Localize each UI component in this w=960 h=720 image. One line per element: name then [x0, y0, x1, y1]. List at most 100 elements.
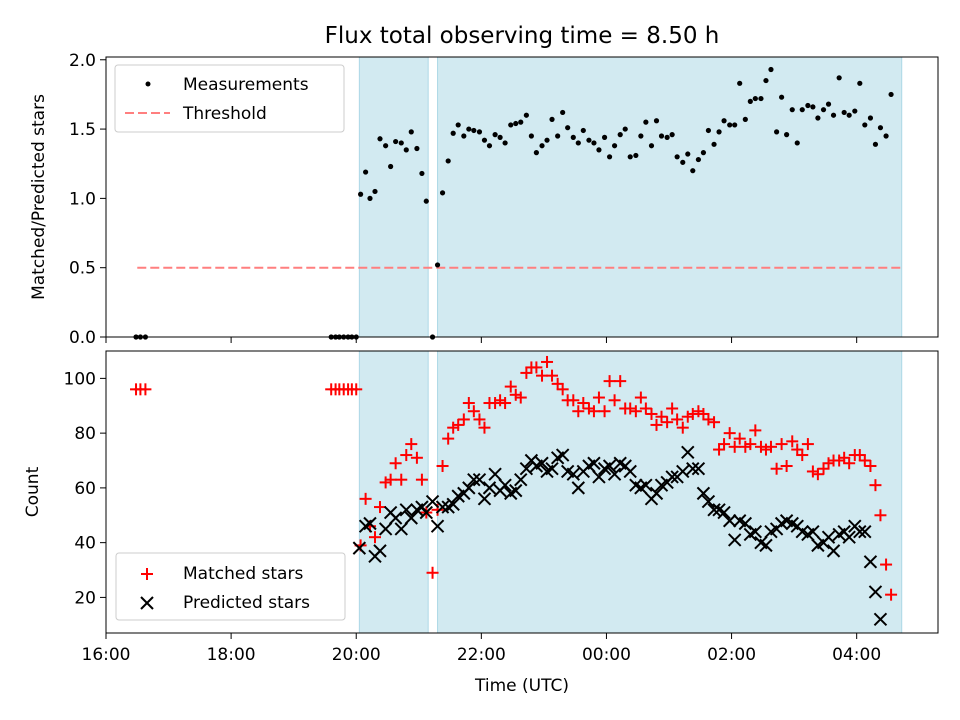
predicted-star-point — [691, 462, 706, 476]
predicted-marker-b — [858, 524, 872, 539]
predicted-marker-b — [696, 486, 711, 501]
matched-star-point — [764, 440, 777, 453]
predicted-marker-b — [623, 464, 637, 479]
measurement-point — [611, 143, 618, 149]
measurement-point — [471, 127, 477, 134]
predicted-marker-b — [477, 492, 492, 506]
matched-star-point — [447, 421, 460, 434]
predicted-star-point — [388, 511, 403, 525]
matched-star-point — [592, 391, 605, 404]
matched-star-point — [489, 397, 502, 410]
measurement-point — [565, 125, 571, 131]
matched-star-point — [509, 388, 522, 401]
matched-star-point — [843, 457, 856, 470]
predicted-marker-b — [691, 462, 706, 476]
predicted-star-points — [352, 445, 888, 627]
matched-star-point — [650, 418, 663, 431]
predicted-marker-b — [722, 514, 737, 528]
predicted-marker-b — [587, 456, 601, 470]
predicted-marker-b — [607, 467, 622, 481]
measurement-point — [799, 107, 805, 113]
predicted-marker-b — [863, 555, 878, 569]
measurement-point — [732, 122, 738, 128]
matched-star-point — [775, 438, 788, 451]
matched-star-point — [473, 413, 486, 426]
matched-star-point — [718, 438, 731, 451]
predicted-marker-b — [821, 530, 836, 544]
legend-predicted-marker — [140, 596, 154, 610]
predicted-marker-b — [795, 524, 809, 539]
matched-star-point — [541, 355, 554, 368]
measurement-point — [705, 127, 712, 134]
predicted-marker-b — [535, 456, 549, 470]
measurement-point — [805, 102, 811, 109]
matched-star-point — [692, 405, 705, 418]
matched-star-point — [817, 462, 830, 475]
predicted-star-point — [477, 492, 492, 506]
measurement-point — [820, 107, 827, 113]
predicted-star-point — [555, 448, 570, 462]
matched-star-point — [551, 377, 564, 390]
measurement-point — [434, 262, 441, 268]
predicted-marker-b — [629, 478, 643, 492]
shaded-interval — [358, 350, 429, 634]
matched-star-point — [379, 476, 392, 489]
matched-star-point — [426, 566, 439, 579]
predicted-star-point — [435, 500, 450, 514]
predicted-marker-b — [613, 456, 627, 470]
top-shaded-intervals — [358, 56, 903, 338]
predicted-marker-b — [488, 467, 502, 481]
predicted-star-point — [363, 516, 377, 531]
predicted-star-point — [868, 585, 883, 599]
predicted-marker-b — [665, 470, 679, 484]
measurement-point — [633, 152, 639, 159]
matched-star-point — [874, 509, 887, 522]
matched-star-point — [587, 405, 600, 418]
measurement-point — [383, 143, 389, 149]
measurement-point — [455, 122, 461, 128]
matched-star-point — [499, 397, 512, 410]
matched-star-point — [139, 383, 152, 396]
x-axis-label: Time (UTC) — [474, 676, 569, 696]
measurement-point — [888, 91, 894, 98]
predicted-star-point — [748, 524, 763, 539]
y-tick-label: 1.0 — [69, 189, 96, 209]
measurement-point — [445, 158, 451, 164]
matched-star-point — [442, 432, 455, 445]
predicted-marker-b — [649, 486, 664, 501]
predicted-marker-b — [806, 524, 820, 539]
measurement-point — [774, 129, 780, 135]
measurement-point — [669, 132, 675, 138]
measurement-point — [481, 137, 488, 143]
measurement-point — [363, 169, 369, 175]
predicted-marker-b — [545, 462, 559, 476]
matched-star-point — [350, 383, 363, 396]
matched-star-point — [520, 366, 533, 379]
measurement-point — [747, 98, 753, 104]
measurement-point — [549, 116, 555, 122]
measurement-point — [560, 109, 566, 116]
measurement-point — [367, 195, 373, 201]
measurement-point — [461, 133, 467, 139]
measurement-point — [841, 109, 847, 116]
predicted-marker-b — [701, 494, 716, 509]
measurement-point — [862, 122, 868, 128]
matched-star-point — [686, 407, 699, 420]
predicted-star-point — [509, 483, 523, 498]
measurement-point — [643, 119, 649, 125]
matched-star-point — [661, 416, 674, 429]
predicted-star-point — [467, 472, 481, 487]
top-y-ticks: 0.0 0.5 1.0 1.5 2.0 — [69, 51, 106, 348]
shaded-interval — [437, 350, 903, 634]
measurement-point — [570, 134, 576, 140]
predicted-star-point — [430, 519, 445, 533]
measurement-point — [883, 133, 889, 139]
measurement-point — [622, 126, 628, 132]
matched-star-point — [796, 449, 809, 462]
matched-star-point — [853, 449, 866, 462]
measurement-point — [539, 143, 545, 149]
measurement-point — [450, 130, 456, 136]
y-tick-label: 20 — [74, 588, 96, 608]
shaded-interval — [437, 56, 903, 338]
